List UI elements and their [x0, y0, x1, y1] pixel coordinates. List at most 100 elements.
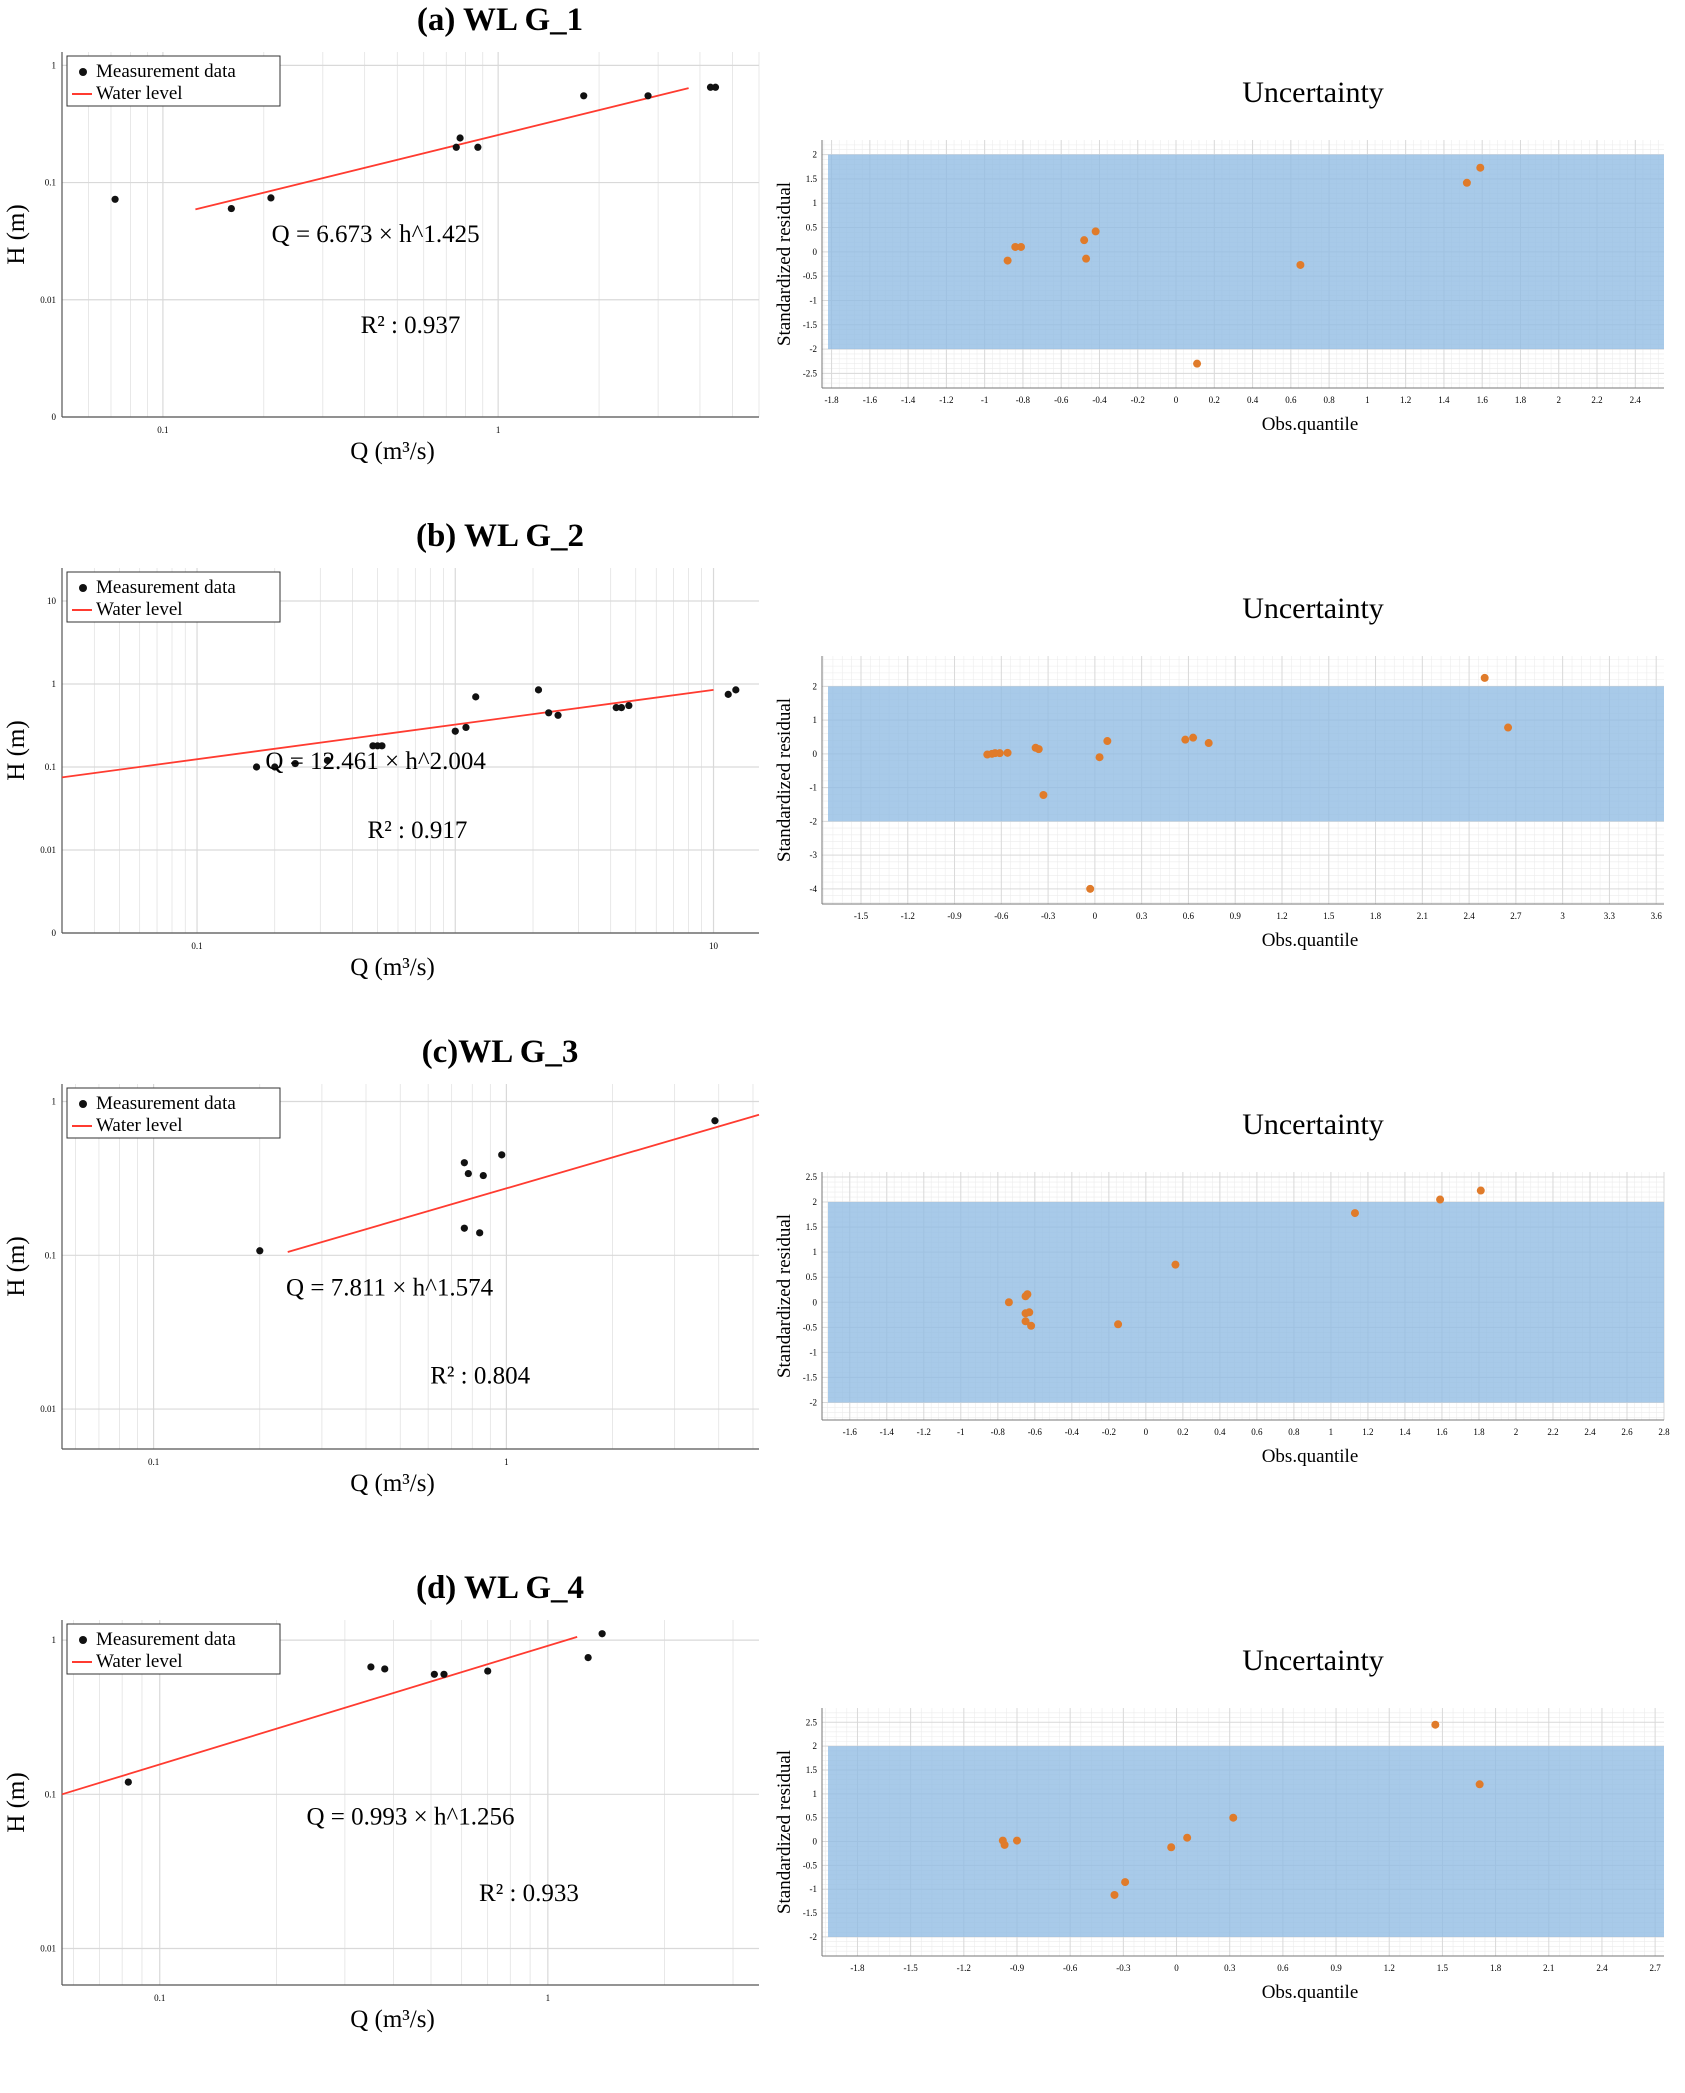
measurement-point: [724, 690, 732, 698]
x-tick-label: 0.2: [1177, 1427, 1188, 1437]
panel-b: (b) WL G_2 0.1 10 0 0.01 0.1 1 10 Q (m³/s) H (m)…: [0, 516, 1685, 1039]
measurement-point: [381, 1665, 389, 1673]
uncertainty-title: Uncertainty: [1242, 1644, 1384, 1677]
residual-point: [1296, 260, 1305, 269]
x-tick-label: -1.4: [880, 1427, 895, 1437]
x-tick-label: 2.1: [1543, 1963, 1554, 1973]
x-tick-label: 1.2: [1384, 1963, 1395, 1973]
confidence-band: [828, 1746, 1664, 1937]
y-tick-label: -1.5: [803, 1908, 818, 1918]
y-tick-label: 1: [52, 1635, 57, 1645]
y-tick-label: 0: [813, 247, 818, 257]
x-axis-label: Q (m³/s): [350, 2006, 435, 2033]
y-tick-label: -1.5: [803, 1372, 818, 1382]
y-axis-label: Standardized residual: [774, 1214, 795, 1378]
x-tick-label: 2.4: [1630, 395, 1642, 405]
x-tick-label: 1.2: [1276, 911, 1287, 921]
y-tick-label: 0.5: [806, 223, 818, 233]
panel-a-charts: 0.1 1 0 0.01 0.1 1 Q (m³/s) H (m) Measurement da…: [3, 52, 1664, 465]
residual-point: [1000, 1840, 1009, 1849]
uncertainty-chart: Uncertainty -1.5 -1.2 -0.9 -0.6 -0.3 0 0.3 0.6 0.…: [774, 592, 1664, 951]
x-tick-label: -1: [981, 395, 989, 405]
x-tick-label: 2.6: [1621, 1427, 1633, 1437]
y-tick-label: 0: [813, 749, 818, 759]
y-tick-label: -3: [810, 850, 818, 860]
measurement-point: [256, 1247, 264, 1255]
x-tick-label: 1.2: [1400, 395, 1411, 405]
x-tick-label: -1.2: [917, 1427, 931, 1437]
y-tick-label: -1: [810, 1884, 818, 1894]
y-tick-label: 0: [813, 1837, 818, 1847]
x-tick-label: 1: [1329, 1427, 1334, 1437]
x-tick-label: -0.2: [1131, 395, 1145, 405]
y-tick-label: 0.1: [45, 1250, 56, 1260]
x-tick-label: 0.3: [1136, 911, 1148, 921]
y-tick-label: 0.01: [40, 1404, 56, 1414]
residual-point: [1181, 735, 1190, 744]
x-axis-label: Obs.quantile: [1262, 1446, 1359, 1467]
x-tick-label: 1.8: [1490, 1963, 1502, 1973]
x-tick-label: 1.8: [1515, 395, 1527, 405]
measurement-point: [460, 1159, 468, 1167]
residual-point: [1027, 1321, 1036, 1330]
residual-point: [1183, 1833, 1192, 1842]
y-tick-label: -4: [810, 884, 818, 894]
rating-chart: 0.1 1 0 0.01 0.1 1 Q (m³/s) H (m) Measurement da…: [3, 52, 760, 465]
measurement-point: [323, 756, 332, 765]
x-tick-label: 1.6: [1477, 395, 1489, 405]
equation-annotation: Q = 12.461 × h^2.004: [265, 748, 486, 775]
x-tick-label: -1.2: [957, 1963, 971, 1973]
measurement-point: [378, 742, 386, 750]
water-level-line: [61, 1635, 578, 1796]
residual-point: [1189, 733, 1198, 742]
residual-point: [1086, 884, 1095, 893]
x-tick-label: 0.4: [1247, 395, 1259, 405]
y-tick-label: 0.01: [40, 295, 56, 305]
x-tick-label: -1.8: [850, 1963, 865, 1973]
x-axis-label: Obs.quantile: [1262, 930, 1359, 951]
residual-point: [1476, 163, 1485, 172]
panel-c-charts: 0.1 1 0.01 0.1 1 Q (m³/s) H (m) Measurement dat…: [3, 1084, 1670, 1497]
x-tick-label: 10: [709, 941, 719, 951]
uncertainty-chart: Uncertainty -1.8 -1.6 -1.4 -1.2 -1 -0.8 -0.6 -0.…: [774, 76, 1664, 435]
legend-marker-measurement: [79, 584, 87, 592]
legend-label-water-level: Water level: [96, 83, 183, 104]
y-tick-label: 1: [813, 715, 818, 725]
panel-c: (c)WL G_3 0.1 1 0.01 0.1 1 Q (m³/s) H (m) Measu…: [0, 1032, 1685, 1555]
rating-chart: 0.1 1 0.01 0.1 1 Q (m³/s) H (m) Measurement dat…: [3, 1084, 760, 1497]
measurement-point: [124, 1778, 132, 1786]
measurement-point: [460, 1224, 468, 1232]
x-tick-label: 2.4: [1596, 1963, 1608, 1973]
y-tick-label: 1.5: [806, 174, 818, 184]
x-tick-label: 0.9: [1230, 911, 1242, 921]
y-tick-label: -2.5: [803, 368, 818, 378]
residual-point: [1504, 723, 1513, 732]
x-tick-label: 0.6: [1183, 911, 1195, 921]
legend-box: [66, 1087, 281, 1139]
legend-label-water-level: Water level: [96, 1651, 183, 1672]
residual-point: [1003, 748, 1012, 757]
uncertainty-title: Uncertainty: [1242, 1108, 1384, 1141]
rating-chart: 0.1 10 0 0.01 0.1 1 10 Q (m³/s) H (m) Measurement…: [3, 568, 759, 981]
confidence-band: [828, 686, 1664, 822]
panel-title: (c)WL G_3: [421, 1034, 579, 1070]
x-tick-label: 0.1: [148, 1457, 159, 1467]
y-tick-label: 1: [813, 1789, 818, 1799]
residual-point: [995, 749, 1004, 758]
y-tick-label: 0.1: [45, 1789, 56, 1799]
measurement-point: [625, 701, 633, 710]
measurement-point: [111, 195, 119, 203]
equation-annotation: Q = 0.993 × h^1.256: [307, 1803, 515, 1830]
x-tick-label: -1.4: [901, 395, 916, 405]
x-tick-label: 0.8: [1288, 1427, 1300, 1437]
y-axis-label: H (m): [3, 1236, 30, 1296]
measurement-point: [367, 1663, 375, 1671]
y-tick-label: 0: [813, 1297, 818, 1307]
x-tick-label: 2: [1557, 395, 1562, 405]
x-tick-label: -0.6: [1063, 1963, 1078, 1973]
x-tick-label: 0.1: [191, 941, 202, 951]
uncertainty-chart: Uncertainty -1.6 -1.4 -1.2 -1 -0.8 -0.6 -0.4 -0.…: [774, 1108, 1670, 1467]
x-tick-label: -0.8: [1016, 395, 1031, 405]
y-tick-label: 2.5: [806, 1717, 818, 1727]
